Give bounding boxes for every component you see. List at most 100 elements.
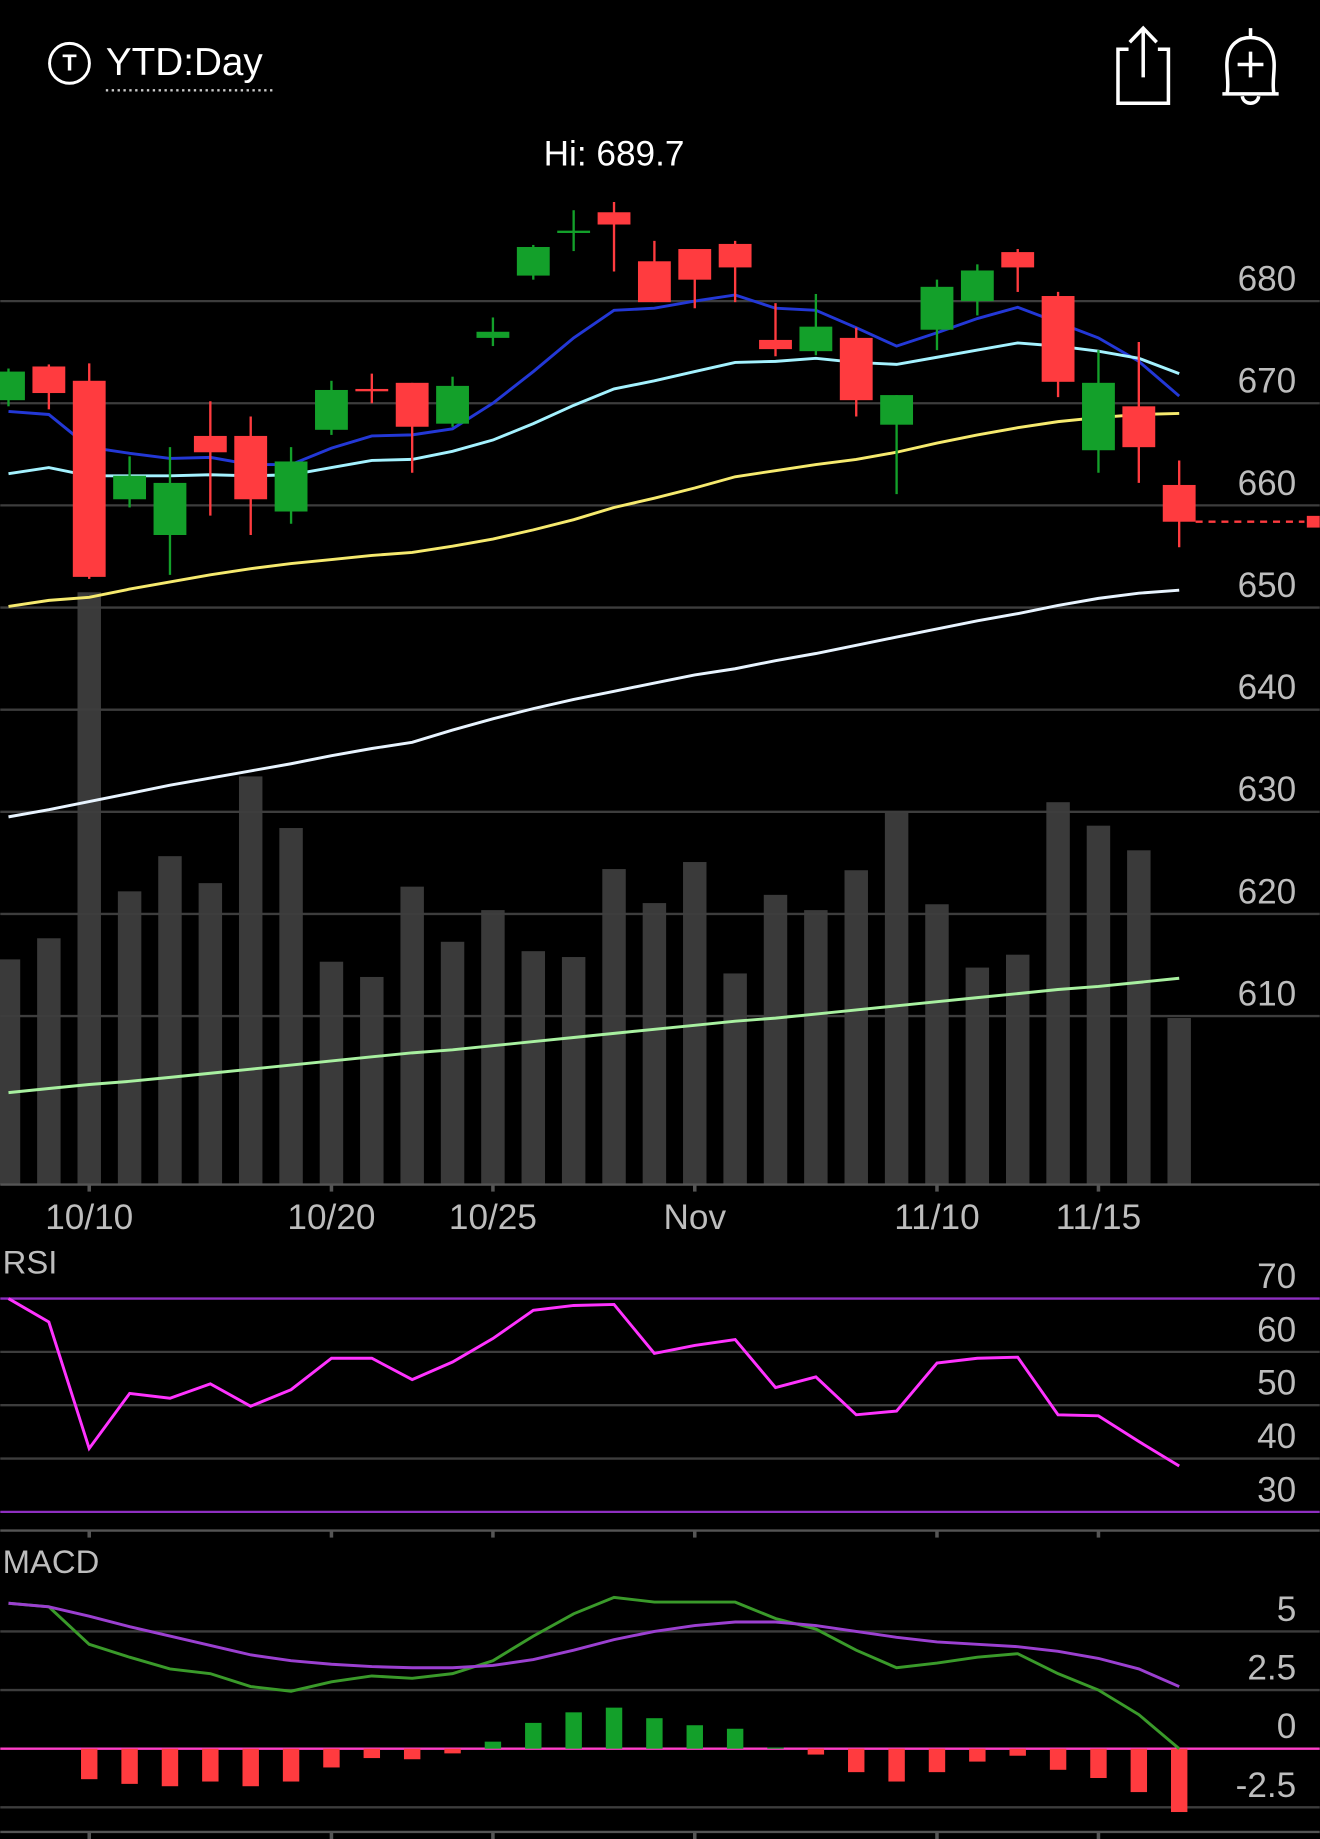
y-tick-label: 620 [1238,872,1297,911]
candle-body [516,246,550,276]
candle-body [72,380,106,577]
moving-average-line [8,411,1180,608]
x-tick-label: 10/20 [287,1198,375,1237]
histogram-bar [323,1748,340,1768]
moving-average-line [8,293,1181,467]
volume-bar [158,856,182,1185]
volume-bar [117,891,142,1185]
histogram-bar [484,1741,502,1749]
y-tick-label: 5 [1277,1590,1297,1629]
histogram-bar [1049,1748,1067,1770]
histogram-bar [403,1748,421,1760]
candle-body [436,385,469,424]
candle-body [113,475,147,500]
candle-body [880,395,914,425]
volume-bar [360,976,384,1185]
last-price-marker [1306,515,1320,528]
y-tick-label: 2.5 [1247,1648,1296,1687]
moving-average-line [8,976,1180,1095]
histogram-bar [767,1747,784,1749]
volume-bar [965,967,990,1185]
histogram-bar [525,1722,542,1749]
high-annotation: Hi: 689.7 [544,134,685,173]
candle-body [759,339,792,350]
volume-bar [683,862,707,1185]
candle-body [1001,252,1035,268]
bell-plus [1237,51,1264,78]
histogram-bar [202,1748,219,1782]
x-tick-label: Nov [663,1198,726,1237]
candle-body [637,261,671,303]
y-tick-label: 640 [1238,668,1297,707]
timeframe-button[interactable]: T YTD:Day [48,41,275,92]
volume-bar [0,959,21,1185]
histogram-bar [726,1728,744,1749]
y-tick-label: 60 [1257,1310,1296,1349]
y-tick-label: 610 [1238,974,1297,1013]
y-tick-label: -2.5 [1236,1766,1297,1805]
histogram-bar [81,1748,98,1780]
volume-bar [1086,825,1111,1185]
histogram-bar [969,1748,986,1762]
volume-bar [763,894,788,1185]
histogram-bar [1170,1748,1188,1813]
bell-clapper [1240,95,1261,105]
volume-bar [1005,954,1030,1185]
y-tick-label: 40 [1257,1417,1296,1456]
histogram-bar [1130,1748,1148,1793]
x-tick-label: 11/15 [1056,1198,1141,1237]
share-button[interactable] [1116,25,1171,105]
candle-body [678,249,712,280]
candle-body [1162,484,1196,522]
candle-body [355,388,389,392]
volume-bar [602,869,626,1185]
candle-body [799,326,833,352]
candle-body [274,461,308,512]
volume-bar [37,938,61,1185]
volume-bar [925,904,949,1185]
candle-body [32,366,66,394]
volume-bar [279,828,303,1185]
alert-button[interactable] [1222,28,1279,105]
histogram-bar [161,1748,179,1787]
volume-bar [642,903,667,1185]
volume-bar [319,961,344,1185]
candle-body [476,331,510,338]
candle-body [0,371,25,401]
candle-body [1082,382,1115,451]
candle-body [920,286,954,330]
volume-bar [1167,1018,1191,1185]
histogram-bar [928,1748,946,1773]
histogram-bar [565,1712,582,1749]
moving-average-line [8,588,1180,819]
histogram-bar [363,1748,381,1759]
candle-body [1041,296,1075,382]
candle-body [597,212,631,225]
volume-bar [238,776,263,1185]
y-tick-label: 70 [1257,1257,1296,1296]
volume-bar [481,910,505,1185]
y-tick-label: 0 [1277,1707,1297,1746]
x-tick-label: 10/10 [45,1198,133,1237]
timeframe-label: YTD:Day [106,41,264,84]
candle-body [718,243,752,268]
volume-bar [1127,850,1151,1185]
y-tick-label: 630 [1238,770,1297,809]
y-tick-label: 50 [1257,1364,1296,1403]
histogram-bar [848,1748,865,1773]
volume-bar [440,941,465,1185]
macd-line [8,1601,1180,1688]
volume-bar [561,957,586,1185]
candle-body [839,337,873,401]
timeframe-icon-letter: T [62,50,77,76]
bell-icon [1222,28,1279,96]
y-tick-label: 650 [1238,566,1297,605]
moving-average-line [8,341,1180,478]
y-tick-label: 670 [1238,362,1297,401]
volume-bar [77,592,101,1185]
timeframe-icon [48,41,91,85]
histogram-bar [888,1748,905,1782]
